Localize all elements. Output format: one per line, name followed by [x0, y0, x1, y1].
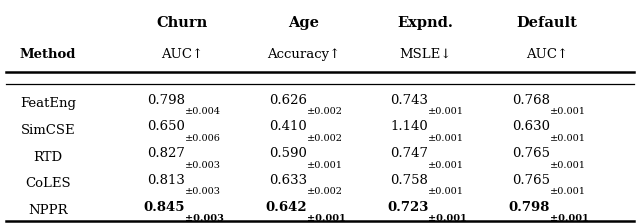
Text: 0.642: 0.642 — [265, 201, 307, 214]
Text: 0.650: 0.650 — [147, 120, 185, 133]
Text: ±0.001: ±0.001 — [428, 107, 465, 116]
Text: ±0.001: ±0.001 — [550, 134, 586, 143]
Text: 0.630: 0.630 — [512, 120, 550, 133]
Text: 0.723: 0.723 — [387, 201, 428, 214]
Text: 0.798: 0.798 — [509, 201, 550, 214]
Text: ±0.001: ±0.001 — [428, 214, 467, 223]
Text: ±0.001: ±0.001 — [550, 161, 586, 170]
Text: 1.140: 1.140 — [390, 120, 428, 133]
Text: 0.798: 0.798 — [147, 94, 185, 107]
Text: SimCSE: SimCSE — [20, 124, 76, 137]
Text: AUC↑: AUC↑ — [161, 48, 204, 61]
Text: ±0.006: ±0.006 — [185, 134, 221, 143]
Text: 0.626: 0.626 — [269, 94, 307, 107]
Text: 0.768: 0.768 — [512, 94, 550, 107]
Text: ±0.001: ±0.001 — [428, 134, 465, 143]
Text: ±0.002: ±0.002 — [307, 107, 343, 116]
Text: 0.765: 0.765 — [512, 147, 550, 160]
Text: 0.747: 0.747 — [390, 147, 428, 160]
Text: Age: Age — [289, 17, 319, 30]
Text: ±0.003: ±0.003 — [185, 214, 224, 223]
Text: RTD: RTD — [33, 151, 63, 164]
Text: ±0.002: ±0.002 — [307, 188, 343, 196]
Text: 0.845: 0.845 — [143, 201, 185, 214]
Text: ±0.001: ±0.001 — [550, 107, 586, 116]
Text: ±0.003: ±0.003 — [185, 188, 221, 196]
Text: ±0.001: ±0.001 — [307, 214, 346, 223]
Text: AUC↑: AUC↑ — [526, 48, 568, 61]
Text: 0.743: 0.743 — [390, 94, 428, 107]
Text: 0.758: 0.758 — [390, 174, 428, 187]
Text: 0.633: 0.633 — [269, 174, 307, 187]
Text: 0.813: 0.813 — [147, 174, 185, 187]
Text: ±0.001: ±0.001 — [550, 188, 586, 196]
Text: CoLES: CoLES — [25, 178, 71, 190]
Text: ±0.003: ±0.003 — [185, 161, 221, 170]
Text: NPPR: NPPR — [28, 204, 68, 217]
Text: ±0.001: ±0.001 — [428, 161, 465, 170]
Text: 0.827: 0.827 — [147, 147, 185, 160]
Text: ±0.002: ±0.002 — [307, 134, 343, 143]
Text: ±0.001: ±0.001 — [550, 214, 589, 223]
Text: 0.765: 0.765 — [512, 174, 550, 187]
Text: Accuracy↑: Accuracy↑ — [268, 48, 340, 61]
Text: ±0.001: ±0.001 — [307, 161, 343, 170]
Text: ±0.004: ±0.004 — [185, 107, 221, 116]
Text: 0.590: 0.590 — [269, 147, 307, 160]
Text: Expnd.: Expnd. — [397, 17, 454, 30]
Text: Default: Default — [516, 17, 578, 30]
Text: 0.410: 0.410 — [269, 120, 307, 133]
Text: FeatEng: FeatEng — [20, 97, 76, 110]
Text: Method: Method — [20, 48, 76, 61]
Text: Churn: Churn — [157, 17, 208, 30]
Text: MSLE↓: MSLE↓ — [399, 48, 452, 61]
Text: ±0.001: ±0.001 — [428, 188, 465, 196]
